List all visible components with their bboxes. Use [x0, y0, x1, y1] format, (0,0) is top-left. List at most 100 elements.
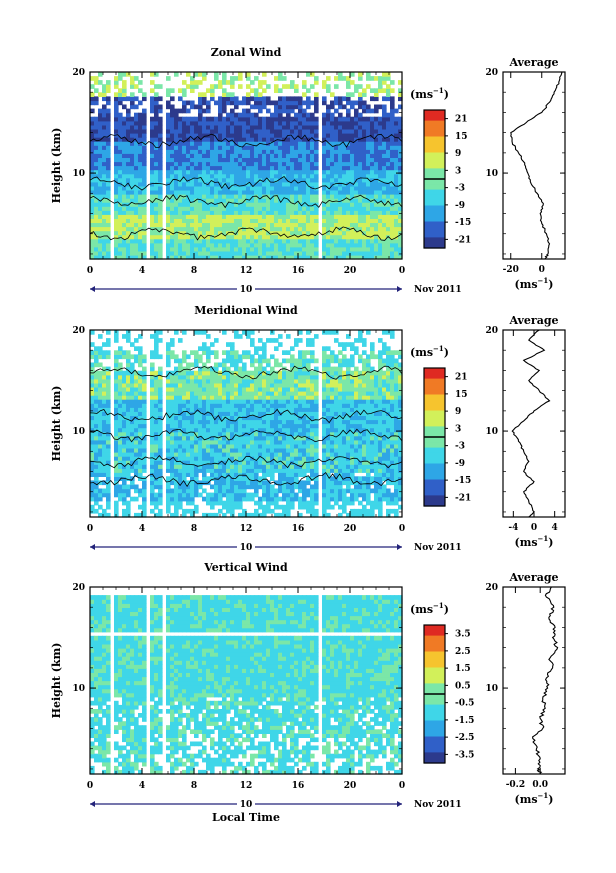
heatmap-cell	[298, 194, 303, 199]
heatmap-cell	[274, 403, 279, 408]
heatmap-cell	[238, 484, 243, 490]
heatmap-cell	[130, 250, 135, 256]
heatmap-cell	[258, 189, 263, 195]
heatmap-cell	[198, 198, 203, 203]
heatmap-cell	[226, 411, 231, 416]
heatmap-cell	[90, 399, 95, 404]
heatmap-cell	[382, 116, 387, 122]
heatmap-cell	[310, 218, 315, 223]
heatmap-cell	[190, 141, 195, 146]
heatmap-cell	[154, 399, 159, 404]
heatmap-cell	[398, 149, 403, 154]
heatmap-cell	[98, 456, 103, 461]
heatmap-cell	[174, 202, 179, 207]
heatmap-cell	[130, 137, 135, 142]
heatmap-cell	[234, 419, 239, 425]
heatmap-cell	[386, 96, 391, 102]
heatmap-cell	[190, 169, 195, 175]
heatmap-cell	[226, 460, 231, 465]
heatmap-cell	[150, 96, 155, 102]
heatmap-cell	[214, 423, 219, 429]
heatmap-cell	[218, 189, 223, 195]
heatmap-cell	[142, 452, 147, 457]
heatmap-cell	[262, 447, 267, 453]
heatmap-cell	[230, 230, 235, 236]
heatmap-cell	[222, 374, 227, 380]
heatmap-cell	[194, 492, 199, 498]
heatmap-cell	[106, 512, 111, 518]
heatmap-cell	[182, 234, 187, 240]
heatmap-cell	[310, 222, 315, 228]
x-tick-label: 4	[139, 266, 145, 276]
heatmap-cell	[270, 378, 275, 384]
heatmap-cell	[154, 439, 159, 445]
heatmap-cell	[226, 496, 231, 502]
heatmap-cell	[266, 181, 271, 187]
heatmap-cell	[114, 427, 119, 433]
heatmap-cell	[130, 238, 135, 244]
heatmap-cell	[90, 460, 95, 465]
heatmap-cell	[294, 181, 299, 187]
heatmap-cell	[186, 157, 191, 163]
heatmap-cell	[178, 153, 183, 158]
heatmap-cell	[330, 161, 335, 167]
heatmap-cell	[218, 456, 223, 461]
heatmap-cell	[210, 411, 215, 416]
heatmap-cell	[158, 149, 163, 154]
heatmap-cell	[306, 226, 311, 232]
heatmap-cell	[242, 194, 247, 199]
heatmap-cell	[302, 210, 307, 215]
heatmap-cell	[218, 443, 223, 449]
heatmap-cell	[246, 496, 251, 502]
heatmap-cell	[270, 206, 275, 211]
heatmap-cell	[126, 484, 131, 490]
heatmap-cell	[98, 492, 103, 498]
heatmap-cell	[306, 112, 311, 118]
heatmap-cell	[230, 96, 235, 102]
heatmap-cell	[118, 185, 123, 191]
heatmap-cell	[150, 460, 155, 465]
colorbar-swatch	[424, 136, 445, 143]
heatmap-cell	[250, 330, 255, 335]
heatmap-cell	[98, 447, 103, 453]
heatmap-cell	[226, 234, 231, 240]
heatmap-cell	[274, 108, 279, 114]
heatmap-cell	[246, 181, 251, 187]
heatmap-cell	[310, 210, 315, 215]
heatmap-cell	[350, 234, 355, 240]
heatmap-cell	[222, 242, 227, 248]
heatmap-cell	[214, 124, 219, 130]
heatmap-cell	[398, 214, 403, 219]
heatmap-cell	[230, 149, 235, 154]
heatmap-cell	[262, 145, 267, 150]
heatmap-cell	[362, 185, 367, 191]
heatmap-cell	[242, 100, 247, 106]
heatmap-cell	[174, 133, 179, 138]
heatmap-cell	[322, 96, 327, 102]
heatmap-cell	[326, 112, 331, 118]
heatmap-cell	[382, 210, 387, 215]
heatmap-cell	[214, 185, 219, 191]
heatmap-cell	[182, 141, 187, 146]
heatmap-cell	[170, 378, 175, 384]
heatmap-cell	[154, 100, 159, 106]
heatmap-cell	[270, 141, 275, 146]
heatmap-cell	[230, 254, 235, 260]
heatmap-cell	[282, 206, 287, 211]
heatmap-cell	[210, 128, 215, 134]
heatmap-cell	[266, 96, 271, 102]
heatmap-cell	[238, 504, 243, 510]
heatmap-cell	[266, 447, 271, 453]
heatmap-cell	[90, 447, 95, 453]
heatmap-cell	[238, 468, 243, 473]
heatmap-cell	[254, 452, 259, 457]
heatmap-cell	[102, 452, 107, 457]
heatmap-cell	[170, 242, 175, 248]
heatmap-cell	[330, 153, 335, 158]
heatmap-cell	[386, 185, 391, 191]
heatmap-cell	[158, 84, 163, 89]
heatmap-cell	[130, 214, 135, 219]
heatmap-cell	[270, 222, 275, 228]
heatmap-cell	[166, 439, 171, 445]
heatmap-cell	[226, 226, 231, 232]
